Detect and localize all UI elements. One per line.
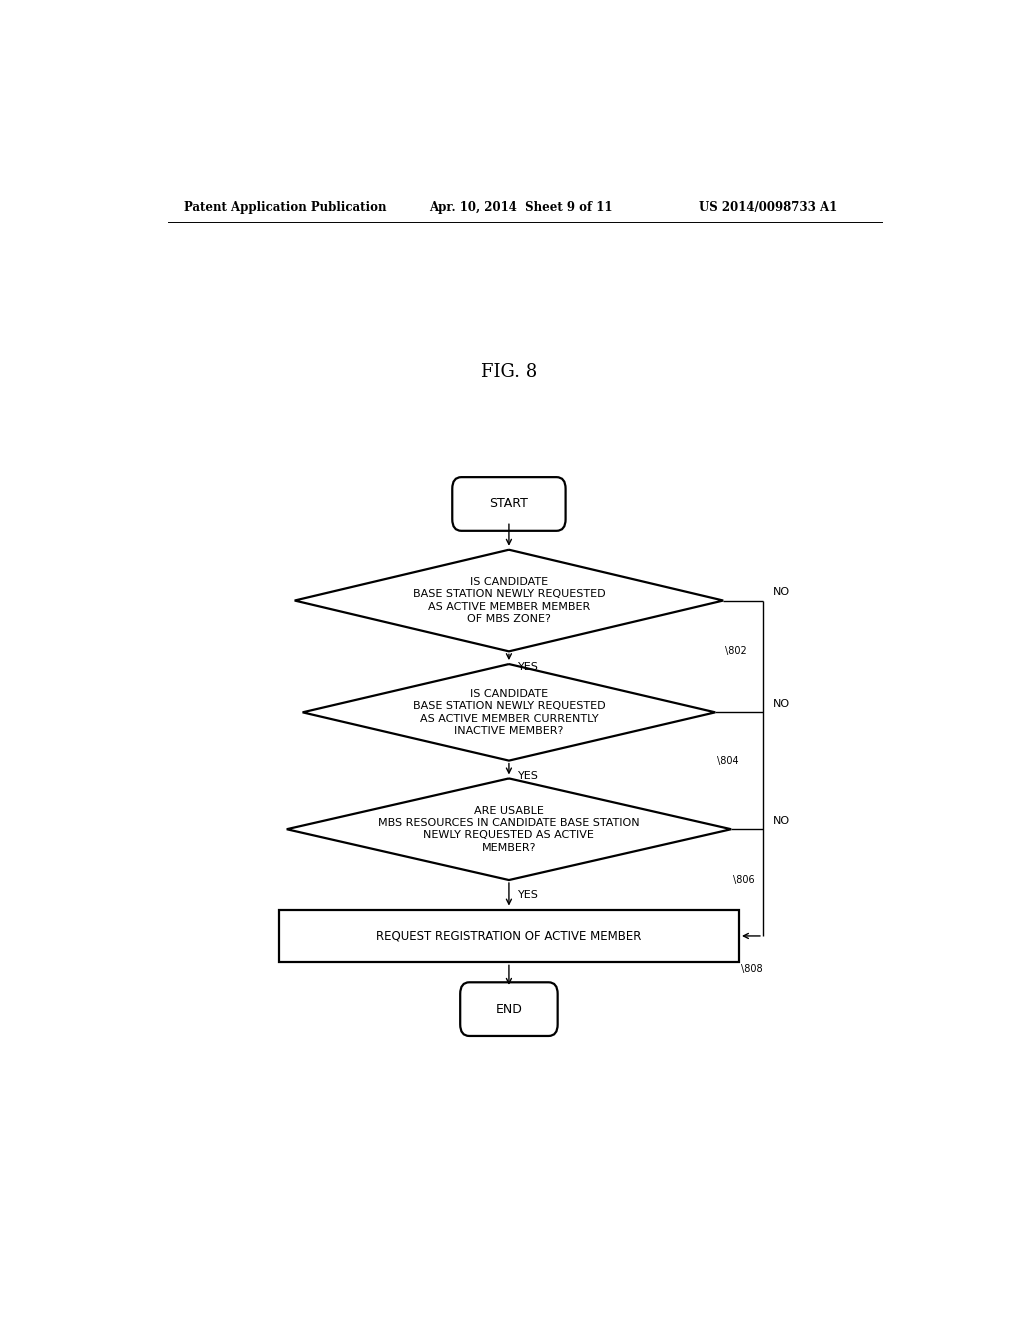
Text: END: END xyxy=(496,1003,522,1015)
Text: REQUEST REGISTRATION OF ACTIVE MEMBER: REQUEST REGISTRATION OF ACTIVE MEMBER xyxy=(376,929,642,942)
Text: YES: YES xyxy=(518,661,540,672)
Text: FIG. 8: FIG. 8 xyxy=(481,363,537,381)
Text: YES: YES xyxy=(518,890,540,900)
Text: ARE USABLE
MBS RESOURCES IN CANDIDATE BASE STATION
NEWLY REQUESTED AS ACTIVE
MEM: ARE USABLE MBS RESOURCES IN CANDIDATE BA… xyxy=(378,805,640,853)
Bar xyxy=(279,909,739,962)
Polygon shape xyxy=(287,779,731,880)
Text: IS CANDIDATE
BASE STATION NEWLY REQUESTED
AS ACTIVE MEMBER MEMBER
OF MBS ZONE?: IS CANDIDATE BASE STATION NEWLY REQUESTE… xyxy=(413,577,605,624)
Text: YES: YES xyxy=(518,771,540,781)
Text: \806: \806 xyxy=(733,875,755,884)
Polygon shape xyxy=(303,664,715,760)
Text: US 2014/0098733 A1: US 2014/0098733 A1 xyxy=(699,201,838,214)
FancyBboxPatch shape xyxy=(460,982,558,1036)
Text: START: START xyxy=(489,498,528,511)
FancyBboxPatch shape xyxy=(453,477,565,531)
Text: NO: NO xyxy=(772,816,790,826)
Text: IS CANDIDATE
BASE STATION NEWLY REQUESTED
AS ACTIVE MEMBER CURRENTLY
INACTIVE ME: IS CANDIDATE BASE STATION NEWLY REQUESTE… xyxy=(413,689,605,737)
Text: NO: NO xyxy=(772,587,790,598)
Text: \808: \808 xyxy=(741,965,763,974)
Text: NO: NO xyxy=(772,700,790,709)
Text: \804: \804 xyxy=(717,755,738,766)
Text: \802: \802 xyxy=(725,647,746,656)
Text: Apr. 10, 2014  Sheet 9 of 11: Apr. 10, 2014 Sheet 9 of 11 xyxy=(430,201,613,214)
Text: Patent Application Publication: Patent Application Publication xyxy=(183,201,386,214)
Polygon shape xyxy=(295,549,723,651)
